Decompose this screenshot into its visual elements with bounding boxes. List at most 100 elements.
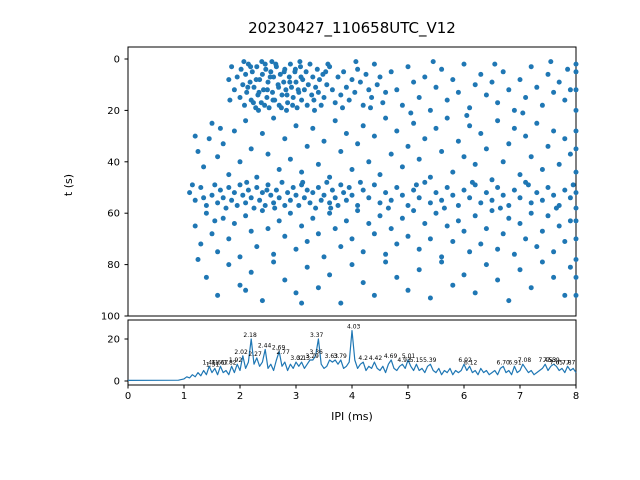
scatter-point <box>341 190 347 196</box>
scatter-point <box>276 218 282 224</box>
scatter-point <box>439 149 445 154</box>
scatter-point <box>318 197 324 203</box>
y-tick-label: 20 <box>107 335 120 346</box>
scatter-point <box>237 182 243 188</box>
scatter-point <box>254 174 260 180</box>
scatter-point <box>360 280 366 286</box>
peak-annotation: 2.27 <box>248 351 262 358</box>
scatter-point <box>248 146 254 152</box>
scatter-point <box>304 239 310 244</box>
scatter-point <box>254 244 260 250</box>
scatter-point <box>293 290 299 296</box>
peak-annotation: 5.39 <box>423 357 437 364</box>
scatter-point <box>383 89 389 95</box>
scatter-point <box>383 259 389 265</box>
scatter-point <box>212 182 218 188</box>
scatter-point <box>315 185 321 190</box>
scatter-point <box>244 179 250 185</box>
scatter-point <box>562 292 568 298</box>
scatter-point <box>264 87 270 93</box>
scatter-point <box>209 231 215 237</box>
scatter-point <box>332 118 338 124</box>
scatter-point <box>523 236 529 242</box>
peak-annotation: 2.18 <box>243 332 257 339</box>
scatter-point <box>433 210 439 216</box>
peak-annotation: 1.51 <box>206 361 220 368</box>
scatter-point <box>360 123 366 129</box>
peak-annotation: 6.70 <box>497 359 511 366</box>
scatter-point <box>293 79 299 85</box>
scatter-point <box>248 228 254 234</box>
scatter-point <box>324 82 330 88</box>
scatter-point <box>573 236 579 242</box>
scatter-point <box>355 66 361 72</box>
scatter-point <box>534 120 540 126</box>
scatter-point <box>259 298 265 304</box>
scatter-point <box>567 264 573 270</box>
scatter-point <box>206 136 212 142</box>
scatter-point <box>282 203 288 208</box>
scatter-point <box>528 64 534 70</box>
scatter-point <box>217 125 223 131</box>
scatter-point <box>360 102 366 108</box>
scatter-point <box>506 298 512 304</box>
peak-annotation: 3.02 <box>290 355 304 362</box>
x-tick-label: 0 <box>125 391 131 402</box>
scatter-point <box>388 226 394 232</box>
scatter-point <box>231 221 237 226</box>
scatter-point <box>394 241 400 247</box>
scatter-point <box>545 185 551 190</box>
scatter-point <box>215 249 221 255</box>
scatter-point <box>231 190 237 196</box>
scatter-point <box>349 262 355 268</box>
x-tick-label: 5 <box>405 391 411 402</box>
scatter-point <box>231 87 237 93</box>
scatter-point <box>383 190 389 196</box>
scatter-point <box>243 200 249 206</box>
peak-annotation: 1.45 <box>203 359 217 366</box>
scatter-point <box>427 236 433 242</box>
scatter-point <box>551 192 557 198</box>
peak-annotation: 7.77 <box>556 359 570 366</box>
scatter-point <box>243 71 249 77</box>
scatter-point <box>237 95 243 100</box>
scatter-point <box>251 84 257 90</box>
scatter-point <box>257 197 263 203</box>
scatter-point <box>327 174 333 180</box>
scatter-point <box>405 143 411 149</box>
scatter-point <box>259 59 265 65</box>
peak-annotation: 6.12 <box>464 359 478 366</box>
peak-annotation: 2.77 <box>276 349 290 356</box>
peak-annotation: 2.69 <box>272 345 286 352</box>
scatter-point <box>444 223 450 229</box>
scatter-point <box>355 208 361 214</box>
peak-annotation: 4.93 <box>397 357 411 364</box>
scatter-point <box>215 200 221 206</box>
scatter-point <box>305 82 311 88</box>
scatter-point <box>534 84 540 90</box>
peak-annotation: 2.44 <box>258 343 272 350</box>
scatter-point <box>349 167 355 172</box>
y-tick-label: 100 <box>101 312 120 323</box>
peak-annotation: 4.03 <box>347 324 361 331</box>
scatter-point <box>281 69 287 75</box>
y-tick-label: 80 <box>107 260 120 271</box>
scatter-point <box>427 107 433 113</box>
scatter-point <box>489 177 495 183</box>
scatter-point <box>321 95 327 100</box>
scatter-point <box>271 115 277 121</box>
scatter-point <box>553 205 559 211</box>
scatter-point <box>511 125 517 131</box>
scatter-point <box>366 221 372 226</box>
scatter-point <box>311 97 317 103</box>
scatter-point <box>385 205 391 211</box>
scatter-point <box>469 179 475 185</box>
scatter-point <box>226 185 232 190</box>
scatter-point <box>467 105 473 111</box>
y-tick-label: 60 <box>107 209 120 220</box>
scatter-point <box>310 215 316 221</box>
scatter-point <box>369 95 375 100</box>
y-axis-label: t (s) <box>62 174 75 196</box>
scatter-point <box>265 79 271 85</box>
